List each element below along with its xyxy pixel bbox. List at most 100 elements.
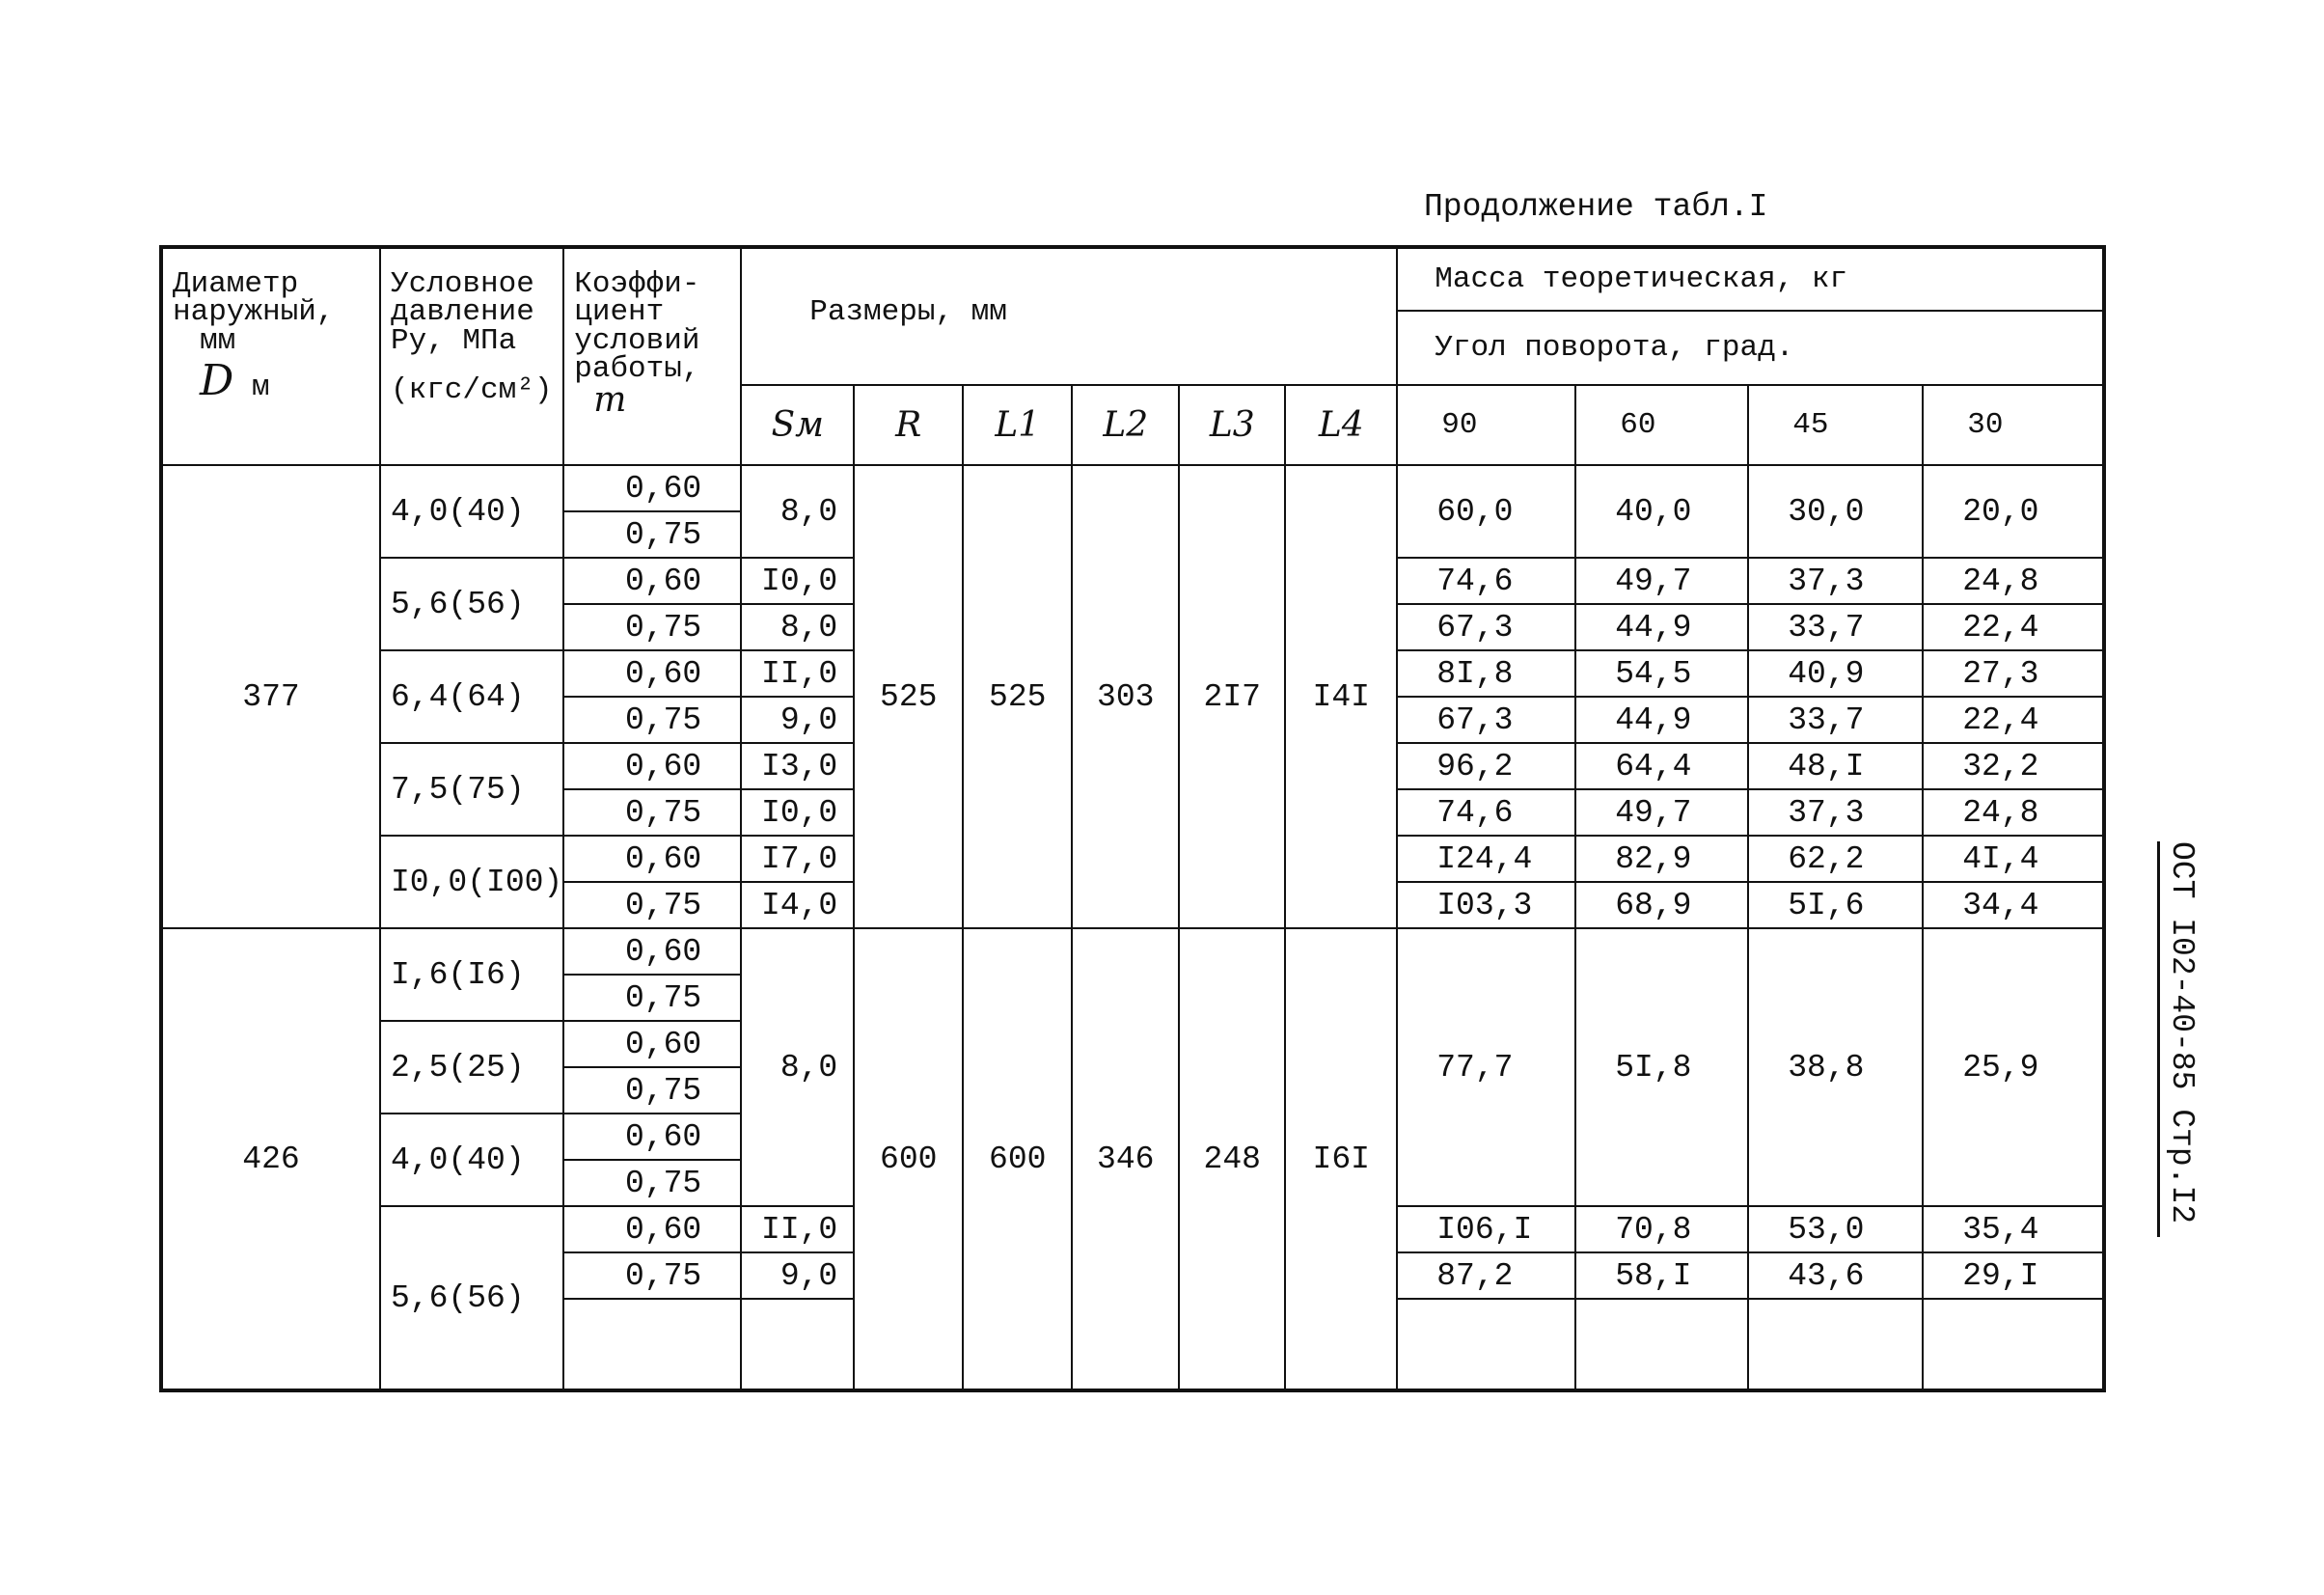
coef-cell: 0,75: [562, 974, 743, 1022]
header-coefficient: Коэффи- циент условий работы, m: [562, 246, 743, 466]
s-cell: I0,0: [740, 557, 856, 605]
mass-cell-45: 38,8: [1747, 927, 1925, 1207]
table-row: 0,75 I4,0 I03,3 68,9 5I,6 34,4: [161, 881, 2106, 929]
mass-cell-30: 35,4: [1922, 1205, 2106, 1253]
mass-cell-30: 34,4: [1922, 881, 2106, 929]
mass-cell-90: 96,2: [1396, 742, 1577, 790]
table-row: 0,75: [161, 1159, 2104, 1207]
pressure-cell: 5,6(56): [378, 1205, 565, 1391]
coef-cell: 0,60: [562, 649, 743, 698]
mass-cell-60: 49,7: [1574, 788, 1750, 837]
pressure-cell: 5,6(56): [378, 557, 565, 651]
header-mass: Масса теоретическая, кг: [1396, 246, 2106, 312]
header-text: Диаметр: [173, 267, 299, 301]
mass-cell-45: 37,3: [1747, 788, 1925, 837]
diameter-cell: 426: [160, 927, 381, 1391]
mass-cell-45: 62,2: [1747, 835, 1925, 883]
mass-cell-90: I03,3: [1396, 881, 1577, 929]
coef-cell: 0,60: [562, 927, 743, 976]
header-diameter: Диаметр наружный, мм D м: [160, 246, 381, 466]
table-row: 0,75 8,0 67,3 44,9 33,7 22,4: [161, 603, 2106, 651]
document-code: ОСТ I02-40-85 Стр.I2: [2157, 841, 2200, 1237]
l3-cell: 2I7: [1178, 464, 1287, 929]
header-row: Sм R L1 L2 L3 L4 90 60 45 30: [161, 384, 2106, 466]
coef-cell: 0,75: [562, 696, 743, 744]
s-cell: I4,0: [740, 881, 856, 929]
s-cell: II,0: [740, 1205, 856, 1253]
header-dim-2: L1: [962, 384, 1074, 466]
s-cell: 8,0: [740, 603, 856, 651]
table-row: 0,75 9,0 87,2 58,I 43,6 29,I: [161, 1251, 2106, 1300]
l3-cell: 248: [1178, 927, 1287, 1391]
empty-cell: [1922, 1298, 2106, 1391]
coef-cell: 0,60: [562, 1020, 743, 1068]
pressure-cell: 2,5(25): [378, 1020, 565, 1114]
table-row: 7,5(75) 0,60 I3,0 96,2 64,4 48,I 32,2: [161, 742, 2106, 837]
table-row: 377 4,0(40) 0,60 8,0 525 525 303 2I7 I4I 60,0 40,0…: [160, 464, 2106, 929]
coef-cell: 0,60: [562, 464, 743, 512]
table-row: 5,6(56) 0,60 II,0 I06,I 70,8 53,0 35,4: [161, 1205, 2106, 1391]
pressure-cell: 4,0(40): [378, 1113, 565, 1207]
header-angle-30: 30: [1922, 384, 2106, 466]
mass-cell-30: 20,0: [1922, 464, 2106, 559]
mass-cell-30: 27,3: [1922, 649, 2106, 698]
header-text: циент: [574, 295, 665, 330]
s-cell: 8,0: [740, 464, 856, 559]
specs-table: Диаметр наружный, мм D м Условное давлен…: [159, 245, 2107, 1392]
table-row: I0,0(I00) 0,60 I7,0 I24,4 82,9 62,2 4I,4: [161, 835, 2106, 929]
s-cell: I0,0: [740, 788, 856, 837]
header-text: давление: [391, 295, 534, 330]
mass-cell-60: 49,7: [1574, 557, 1750, 605]
table-row: 0,75 9,0 67,3 44,9 33,7 22,4: [161, 696, 2106, 744]
s-cell: II,0: [740, 649, 856, 698]
coef-cell: 0,60: [562, 835, 743, 883]
table-row: 4,0(40) 0,60: [161, 1113, 2104, 1207]
empty-cell: [1747, 1298, 1925, 1391]
mass-cell-60: 68,9: [1574, 881, 1750, 929]
mass-cell-30: 24,8: [1922, 788, 2106, 837]
header-text: наружный,: [173, 295, 335, 330]
mass-cell-90: I24,4: [1396, 835, 1577, 883]
header-row: Диаметр наружный, мм D м Условное давлен…: [160, 246, 2106, 466]
mass-cell-45: 33,7: [1747, 696, 1925, 744]
header-text: Ру, МПа: [391, 323, 517, 358]
mass-cell-30: 24,8: [1922, 557, 2106, 605]
coef-cell: 0,60: [562, 1205, 743, 1253]
coef-cell: 0,75: [562, 881, 743, 929]
mass-cell-60: 64,4: [1574, 742, 1750, 790]
mass-cell-30: 29,I: [1922, 1251, 2106, 1300]
l1-cell: 525: [962, 464, 1074, 929]
coef-cell: 0,60: [562, 742, 743, 790]
table-row: 6,4(64) 0,60 II,0 8I,8 54,5 40,9 27,3: [161, 649, 2106, 744]
diameter-cell: 377: [160, 464, 381, 929]
l4-cell: I6I: [1284, 927, 1399, 1391]
header-dim-0: Sм: [740, 384, 856, 466]
header-angle-90: 90: [1396, 384, 1577, 466]
mass-cell-45: 33,7: [1747, 603, 1925, 651]
table-row: 5,6(56) 0,60 I0,0 74,6 49,7 37,3 24,8: [161, 557, 2106, 651]
diameter-symbol: D: [200, 356, 234, 406]
mass-cell-30: 22,4: [1922, 603, 2106, 651]
header-row: Угол поворота, град.: [161, 310, 2106, 386]
empty-cell: [1574, 1298, 1750, 1391]
mass-cell-90: 74,6: [1396, 788, 1577, 837]
mass-cell-30: 22,4: [1922, 696, 2106, 744]
s-cell: I3,0: [740, 742, 856, 790]
coef-cell: 0,75: [562, 1066, 743, 1114]
mass-cell-45: 30,0: [1747, 464, 1925, 559]
l2-cell: 303: [1071, 464, 1181, 929]
header-text: мм: [200, 323, 236, 358]
header-dimensions: Размеры, мм: [740, 246, 1399, 386]
coef-cell: 0,60: [562, 557, 743, 605]
s-cell: I7,0: [740, 835, 856, 883]
pressure-cell: 6,4(64): [378, 649, 565, 744]
l2-cell: 346: [1071, 927, 1181, 1391]
r-cell: 600: [853, 927, 965, 1391]
header-dim-4: L3: [1178, 384, 1287, 466]
header-text: Условное: [391, 267, 534, 301]
mass-cell-90: 67,3: [1396, 603, 1577, 651]
r-cell: 525: [853, 464, 965, 929]
coef-cell: 0,75: [562, 1251, 743, 1300]
mass-cell-60: 54,5: [1574, 649, 1750, 698]
table-row: 0,75 I0,0 74,6 49,7 37,3 24,8: [161, 788, 2106, 837]
